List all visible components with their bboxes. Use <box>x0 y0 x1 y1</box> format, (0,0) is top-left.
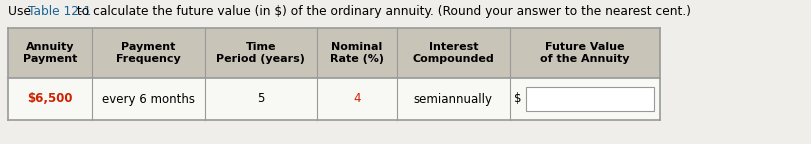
Text: $6,500: $6,500 <box>27 92 72 106</box>
Bar <box>7 78 659 120</box>
Text: 4: 4 <box>354 92 361 106</box>
Text: Payment
Frequency: Payment Frequency <box>116 42 181 64</box>
Text: to calculate the future value (in $) of the ordinary annuity. (Round your answer: to calculate the future value (in $) of … <box>73 5 691 18</box>
Text: Time
Period (years): Time Period (years) <box>217 42 305 64</box>
Text: Interest
Compounded: Interest Compounded <box>412 42 494 64</box>
Text: Table 12-1: Table 12-1 <box>28 5 92 18</box>
Bar <box>7 28 659 78</box>
Text: $: $ <box>514 92 521 106</box>
Text: Annuity
Payment: Annuity Payment <box>23 42 77 64</box>
Text: Use: Use <box>7 5 34 18</box>
Text: Nominal
Rate (%): Nominal Rate (%) <box>330 42 384 64</box>
Text: Future Value
of the Annuity: Future Value of the Annuity <box>540 42 629 64</box>
Bar <box>526 87 654 111</box>
Text: semiannually: semiannually <box>414 92 493 106</box>
Text: every 6 months: every 6 months <box>101 92 195 106</box>
Text: 5: 5 <box>257 92 264 106</box>
